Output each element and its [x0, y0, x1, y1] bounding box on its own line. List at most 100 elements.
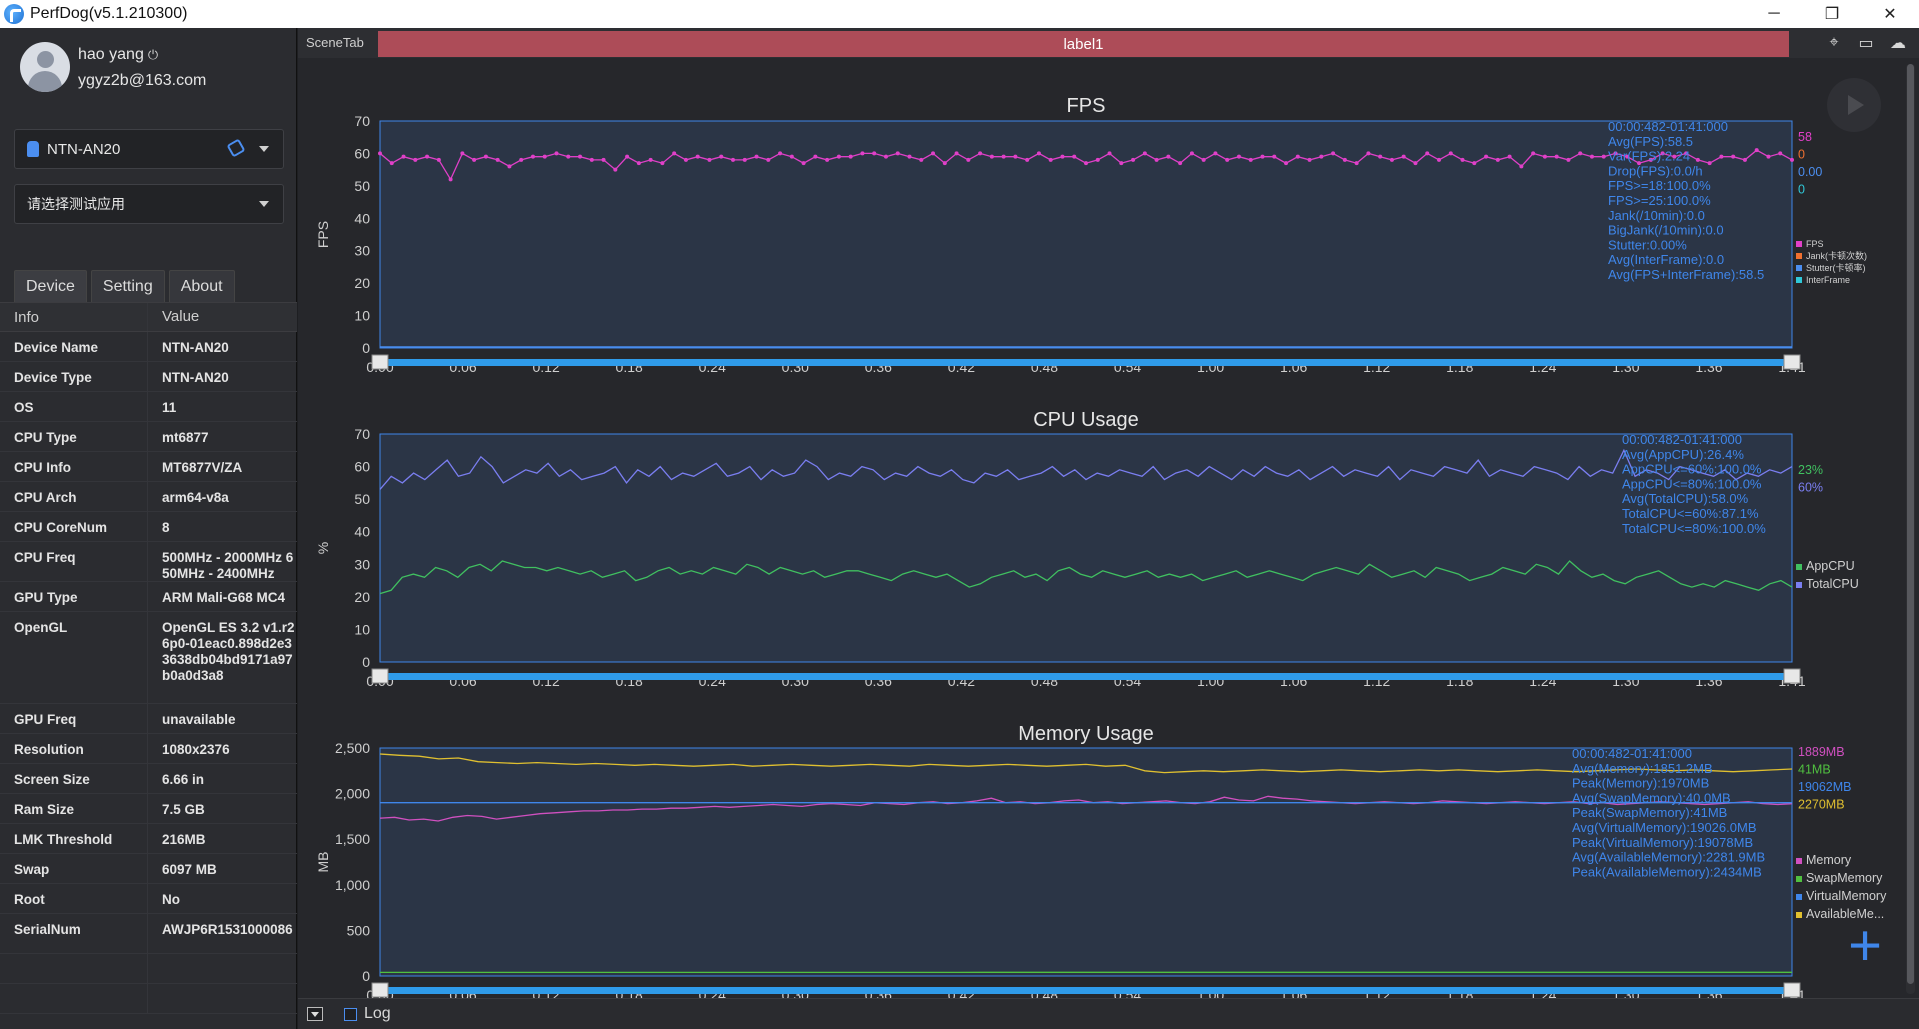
time-slider[interactable] [380, 359, 1792, 366]
device-dropdown[interactable]: NTN-AN20 [14, 129, 284, 169]
play-button[interactable] [1827, 78, 1881, 132]
data-point [401, 154, 406, 159]
close-button[interactable]: ✕ [1883, 6, 1897, 23]
legend-item[interactable]: VirtualMemory [1806, 889, 1887, 903]
legend-item[interactable]: FPS [1806, 239, 1824, 249]
charts-area: FPSFPS7060504030201000:000:060:120:180:2… [298, 28, 1919, 998]
legend-item[interactable]: Jank(卡顿次数) [1806, 250, 1867, 261]
info-value: No [162, 892, 180, 907]
tab-device[interactable]: Device [14, 270, 87, 302]
power-icon[interactable]: ⏻ [147, 47, 159, 62]
current-value: 23% [1798, 463, 1823, 477]
info-key: CPU CoreNum [0, 512, 148, 541]
table-row: LMK Threshold 216MB [0, 824, 297, 854]
stats-line: Avg(FPS+InterFrame):58.5 [1608, 267, 1764, 282]
data-point [1731, 154, 1736, 159]
slider-handle-right[interactable] [1783, 354, 1801, 370]
data-point [1554, 154, 1559, 159]
current-value: 41MB [1798, 763, 1831, 777]
slider-handle-left[interactable] [371, 982, 389, 998]
data-point [1507, 154, 1512, 159]
legend-item[interactable]: InterFrame [1806, 275, 1850, 285]
time-slider[interactable] [380, 987, 1792, 994]
table-row: Screen Size 6.66 in [0, 764, 297, 794]
avatar[interactable] [20, 42, 70, 92]
slider-handle-left[interactable] [371, 354, 389, 370]
info-key: CPU Info [0, 452, 148, 481]
link-icon[interactable] [226, 138, 246, 158]
tab-about[interactable]: About [168, 270, 235, 302]
stats-line: Avg(FPS):58.5 [1608, 134, 1693, 149]
log-label: Log [364, 1005, 391, 1022]
data-point [778, 151, 783, 156]
info-value: MT6877V/ZA [162, 460, 243, 475]
maximize-button[interactable]: ❐ [1824, 6, 1840, 23]
tab-setting[interactable]: Setting [90, 270, 165, 302]
scene-tab-label[interactable]: SceneTab [306, 35, 364, 50]
info-key: Device Name [0, 332, 148, 361]
stats-line: AppCPU<=60%:100.0% [1622, 462, 1762, 477]
legend-item[interactable]: AppCPU [1806, 559, 1855, 573]
add-chart-button[interactable]: + [1848, 913, 1882, 978]
legend-item[interactable]: AvailableMe... [1806, 907, 1884, 921]
y-tick-label: 20 [354, 275, 370, 291]
info-key: CPU Freq [0, 542, 148, 581]
data-point [719, 154, 724, 159]
cloud-icon[interactable]: ☁ [1890, 35, 1906, 52]
y-axis-label: % [315, 542, 331, 554]
legend-item[interactable]: Stutter(卡顿率) [1806, 262, 1866, 273]
data-point [1378, 154, 1383, 159]
y-tick-label: 30 [354, 556, 370, 572]
current-value: 60% [1798, 481, 1823, 495]
data-point [1331, 151, 1336, 156]
data-point [1001, 154, 1006, 159]
folder-icon[interactable]: ▭ [1858, 35, 1874, 52]
app-dropdown[interactable]: 请选择测试应用 [14, 184, 284, 224]
stats-line: TotalCPU<=60%:87.1% [1622, 506, 1759, 521]
data-point [1119, 161, 1124, 166]
slider-handle-right[interactable] [1783, 668, 1801, 684]
info-value: 11 [162, 400, 177, 415]
table-row: CPU Freq 500MHz - 2000MHz 650MHz - 2400MH… [0, 542, 297, 582]
table-row: GPU Freq unavailable [0, 704, 297, 734]
data-point [1248, 157, 1253, 162]
chevron-down-icon[interactable] [259, 146, 269, 152]
data-point [978, 151, 983, 156]
data-point [566, 154, 571, 159]
collapse-button[interactable] [307, 1007, 323, 1021]
slider-handle-left[interactable] [371, 668, 389, 684]
legend-swatch [1796, 277, 1802, 283]
log-checkbox[interactable] [344, 1008, 357, 1021]
data-point [1072, 154, 1077, 159]
y-tick-label: 20 [354, 589, 370, 605]
data-point [495, 157, 500, 162]
y-tick-label: 50 [354, 178, 370, 194]
slider-handle-right[interactable] [1783, 982, 1801, 998]
info-key: Root [0, 884, 148, 913]
stats-line: Var(FPS):2.24 [1608, 149, 1690, 164]
data-point [613, 167, 618, 172]
data-point [1307, 157, 1312, 162]
data-point [942, 161, 947, 166]
y-axis-label: MB [315, 852, 331, 873]
data-point [448, 177, 453, 182]
scene-label-bar[interactable]: label1 [378, 31, 1789, 57]
minimize-button[interactable]: ─ [1768, 5, 1780, 22]
scrollbar[interactable] [1906, 64, 1915, 994]
location-icon[interactable]: ⌖ [1829, 34, 1839, 51]
top-icons: ⌖ ▭ ☁ [1823, 32, 1909, 54]
table-row: Ram Size 7.5 GB [0, 794, 297, 824]
y-tick-label: 2,500 [335, 740, 370, 756]
legend-item[interactable]: SwapMemory [1806, 871, 1883, 885]
scrollbar-thumb[interactable] [1907, 64, 1914, 984]
stats-line: Avg(VirtualMemory):19026.0MB [1572, 820, 1757, 835]
chevron-down-icon[interactable] [259, 201, 269, 207]
data-point [1601, 154, 1606, 159]
data-point [413, 157, 418, 162]
legend-item[interactable]: TotalCPU [1806, 577, 1859, 591]
time-slider[interactable] [380, 673, 1792, 680]
y-tick-label: 10 [354, 308, 370, 324]
legend-item[interactable]: Memory [1806, 853, 1852, 867]
table-row: Swap 6097 MB [0, 854, 297, 884]
plot-area [379, 120, 1793, 349]
